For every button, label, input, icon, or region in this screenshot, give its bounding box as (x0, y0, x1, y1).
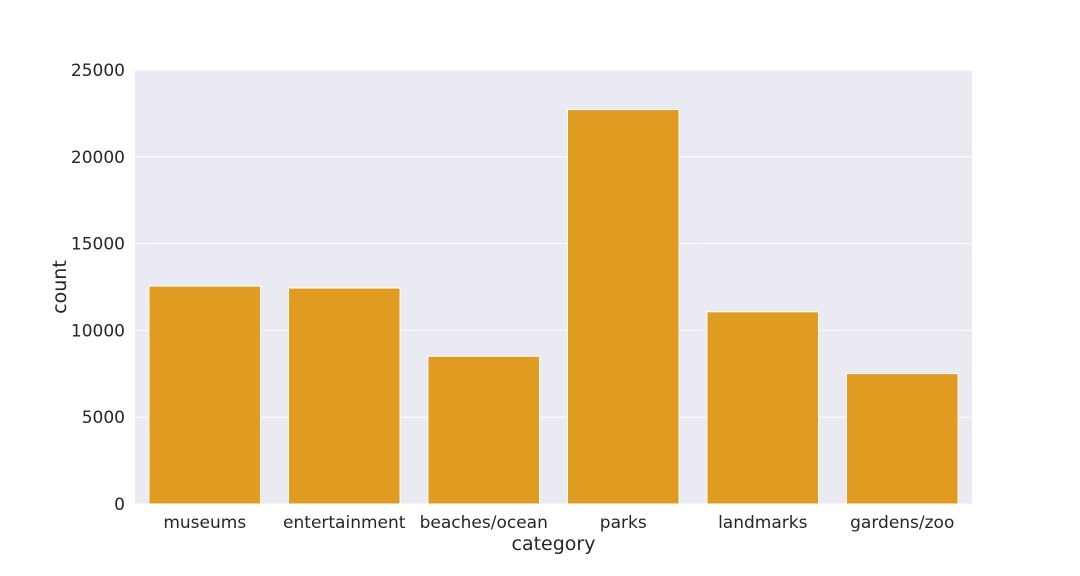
x-tick-labels: museums entertainment beaches/ocean parks la… (163, 513, 954, 533)
bar-entertainment (287, 287, 401, 505)
bar-museums (148, 285, 262, 505)
bar-landmarks (706, 311, 820, 505)
y-tick-labels: 0 5000 10000 15000 20000 25000 (71, 61, 125, 515)
x-tick-label: entertainment (283, 513, 406, 533)
bar-beaches-ocean (427, 355, 541, 505)
y-tick-label: 10000 (71, 321, 125, 341)
gridlines (135, 69, 972, 505)
y-tick-label: 15000 (71, 235, 125, 255)
x-tick-label: parks (600, 513, 647, 533)
bar-parks (566, 109, 680, 505)
y-tick-label: 20000 (71, 148, 125, 168)
x-axis-label: category (512, 533, 596, 555)
y-tick-label: 25000 (71, 61, 125, 81)
y-tick-label: 5000 (82, 408, 125, 428)
x-tick-label: beaches/ocean (420, 513, 548, 533)
y-axis-label: count (49, 260, 71, 314)
x-tick-label: museums (163, 513, 246, 533)
bar-gardens-zoo (845, 373, 959, 505)
plot-area (135, 70, 972, 504)
x-tick-label: gardens/zoo (850, 513, 954, 533)
bars (148, 109, 959, 505)
x-tick-label: landmarks (718, 513, 808, 533)
y-tick-label: 0 (114, 495, 125, 515)
